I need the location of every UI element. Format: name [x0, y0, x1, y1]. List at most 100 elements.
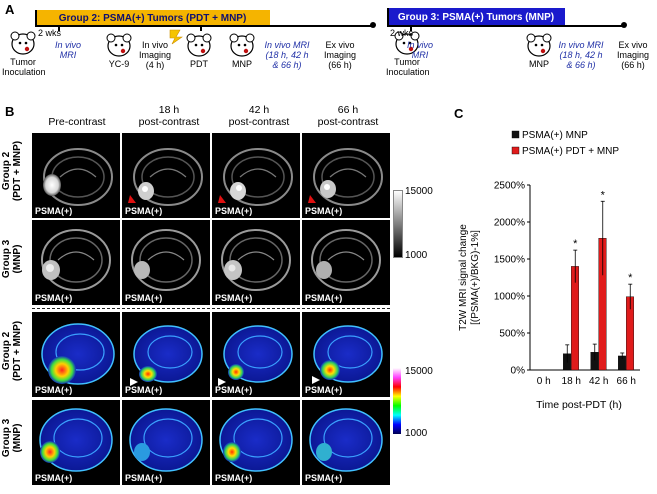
row-separator	[32, 308, 390, 309]
image-label: PSMA(+)	[305, 293, 343, 303]
y-tick-label: 500%	[499, 329, 525, 340]
significance-marker: *	[628, 272, 633, 284]
significance-marker: *	[573, 238, 578, 250]
column-header: 18 h post-contrast	[138, 104, 200, 128]
mri-heatmap-image: PSMA(+)	[212, 400, 300, 485]
mouse-icon	[229, 33, 255, 57]
image-label: PSMA(+)	[125, 206, 163, 216]
column-header: 66 h post-contrast	[317, 104, 379, 128]
marker-arrow	[128, 195, 136, 203]
image-label: PSMA(+)	[125, 385, 163, 395]
image-label: PSMA(+)	[35, 385, 73, 395]
x-tick-label: 18 h	[562, 376, 581, 387]
group3-banner-text: Group 3: PSMA(+) Tumors (MNP)	[397, 11, 555, 23]
y-tick-label: 2000%	[494, 218, 525, 229]
grayscale-colorbar-max: 15000	[405, 186, 433, 197]
marker-arrow	[312, 376, 320, 384]
image-label: PSMA(+)	[35, 206, 73, 216]
column-header: Pre-contrast	[48, 116, 106, 128]
group2-timeline-end-dot	[370, 22, 376, 28]
mri-image: PSMA(+)	[212, 133, 300, 218]
g2-invivo-mri-times: In vivo MRI (18 h, 42 h & 66 h)	[264, 40, 310, 70]
mouse-icon	[106, 33, 132, 57]
mri-heatmap-image: PSMA(+)	[122, 312, 210, 397]
image-label: PSMA(+)	[215, 473, 253, 483]
group2-timeline-tick-mri	[58, 25, 60, 31]
image-label: PSMA(+)	[125, 293, 163, 303]
mri-heatmap-image: PSMA(+)	[32, 312, 120, 397]
g2-invivo-imaging-text: In vivo Imaging (4 h)	[138, 40, 172, 70]
image-label: PSMA(+)	[35, 473, 73, 483]
g2-invivo-mri: In vivo MRI	[54, 40, 81, 60]
mri-image: PSMA(+)	[122, 133, 210, 218]
g2-tumor-inoculation: Tumor Inoculation	[2, 57, 46, 77]
row-header: Group 2 (PDT + MNP)	[1, 140, 23, 202]
x-tick-label: 0 h	[537, 376, 551, 387]
mouse-icon	[186, 33, 212, 57]
g2-exvivo-imaging: Ex vivo Imaging (66 h)	[318, 40, 362, 70]
legend-label: PSMA(+) MNP	[522, 130, 588, 141]
group2-timeline-line	[35, 25, 373, 27]
grayscale-colorbar-min: 1000	[405, 250, 428, 261]
group2-timeline-tick-start	[35, 10, 37, 26]
y-axis-label: [(PSMA(+)/BKG)-1%]	[470, 230, 481, 325]
mouse-icon	[10, 31, 36, 55]
g2-yc9: YC-9	[108, 59, 130, 69]
marker-arrow	[218, 378, 226, 386]
heatmap-colorbar-min: 1000	[405, 428, 428, 439]
column-header: 42 h post-contrast	[228, 104, 290, 128]
y-axis-label: T2W MRI signal change	[458, 224, 469, 331]
significance-marker: *	[601, 189, 606, 201]
group3-timeline-line	[387, 25, 624, 27]
row-header: Group 3 (MNP)	[1, 418, 23, 458]
mri-image: PSMA(+)	[302, 220, 390, 305]
row-header: Group 3 (MNP)	[1, 239, 23, 279]
heatmap-colorbar	[393, 368, 401, 434]
legend-swatch	[511, 146, 520, 155]
g3-exvivo-imaging: Ex vivo Imaging (66 h)	[611, 40, 655, 70]
x-tick-label: 66 h	[617, 376, 636, 387]
g3-two-wks: 2 wks	[390, 28, 414, 38]
image-label: PSMA(+)	[215, 206, 253, 216]
g3-tumor-inoculation: Tumor Inoculation	[386, 57, 430, 77]
group3-banner: Group 3: PSMA(+) Tumors (MNP)	[387, 8, 565, 26]
marker-arrow	[130, 378, 138, 386]
g3-exvivo-imaging-text: Ex vivo Imaging (66 h)	[616, 40, 650, 70]
g2-two-wks: 2 wks	[38, 28, 62, 38]
image-label: PSMA(+)	[215, 293, 253, 303]
mri-image: PSMA(+)	[302, 133, 390, 218]
g2-mnp: MNP	[232, 59, 252, 69]
group2-timeline-tick-pdt	[200, 25, 202, 31]
image-label: PSMA(+)	[35, 293, 73, 303]
panel-label-a: A	[5, 2, 15, 17]
g2-pdt: PDT	[190, 59, 208, 69]
mri-image: PSMA(+)	[32, 133, 120, 218]
laser-icon	[169, 29, 183, 45]
grayscale-colorbar	[393, 190, 403, 258]
y-tick-label: 0%	[511, 366, 526, 377]
g3-invivo-mri: In vivo MRI	[406, 40, 433, 60]
image-label: PSMA(+)	[215, 385, 253, 395]
marker-arrow	[308, 195, 316, 203]
y-tick-label: 1500%	[494, 255, 525, 266]
legend-label: PSMA(+) PDT + MNP	[522, 146, 619, 157]
mouse-icon	[526, 33, 552, 57]
mri-heatmap-image: PSMA(+)	[32, 400, 120, 485]
x-tick-label: 42 h	[589, 376, 608, 387]
g2-invivo-imaging: In vivo Imaging (4 h)	[135, 40, 175, 70]
mri-heatmap-image: PSMA(+)	[212, 312, 300, 397]
marker-arrow	[218, 195, 226, 203]
group2-banner-text: Group 2: PSMA(+) Tumors (PDT + MNP)	[58, 13, 247, 24]
panel-label-c: C	[454, 106, 464, 121]
image-label: PSMA(+)	[305, 206, 343, 216]
y-tick-label: 2500%	[494, 181, 525, 192]
mri-image: PSMA(+)	[32, 220, 120, 305]
legend-swatch	[511, 130, 520, 139]
group2-banner: Group 2: PSMA(+) Tumors (PDT + MNP)	[35, 10, 270, 27]
mouse-icon	[394, 31, 420, 55]
image-label: PSMA(+)	[125, 473, 163, 483]
g3-mnp: MNP	[529, 59, 549, 69]
y-tick-label: 1000%	[494, 292, 525, 303]
mri-image: PSMA(+)	[212, 220, 300, 305]
mri-heatmap-image: PSMA(+)	[302, 312, 390, 397]
